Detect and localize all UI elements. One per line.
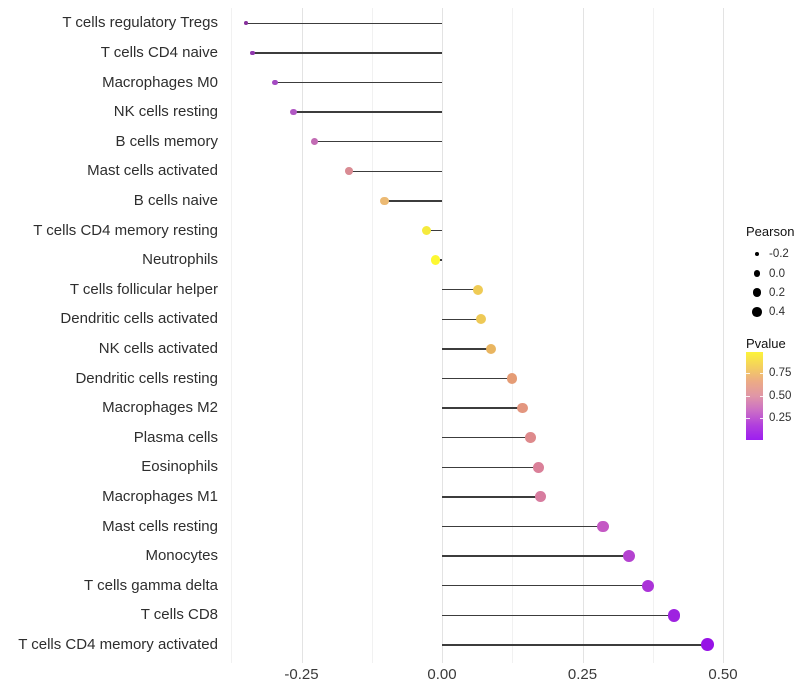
pearson-legend-dot (752, 307, 762, 317)
pvalue-legend-label: 0.50 (769, 389, 792, 402)
colorbar-tick (746, 395, 750, 397)
x-tick-label: -0.25 (284, 666, 319, 683)
x-tick-label: 0.00 (427, 666, 457, 683)
gridline-major (723, 8, 724, 663)
pearson-legend-dot (753, 270, 761, 277)
lollipop-stick (252, 52, 442, 54)
gridline-major (582, 8, 584, 663)
category-label: NK cells activated (98, 339, 218, 357)
lollipop-stick (442, 437, 531, 439)
pearson-legend-label: 0.4 (769, 306, 785, 318)
lollipop-stick (293, 111, 442, 113)
colorbar-tick (746, 372, 750, 374)
category-label: Mast cells activated (87, 162, 218, 180)
category-label: Dendritic cells activated (60, 310, 218, 328)
data-point (290, 108, 297, 116)
data-point (534, 491, 546, 503)
data-point (641, 579, 654, 592)
data-point (476, 314, 487, 325)
lollipop-stick (275, 81, 442, 84)
category-label: B cells naive (133, 191, 218, 209)
data-point (596, 520, 609, 533)
data-point (250, 50, 255, 56)
x-tick-label: 0.25 (567, 666, 598, 683)
category-label: Macrophages M1 (102, 487, 218, 505)
lollipop-stick (348, 170, 442, 172)
lollipop-stick (442, 318, 482, 320)
category-label: T cells CD4 memory resting (33, 221, 218, 239)
x-tick-label: 0.50 (708, 666, 738, 683)
lollipop-stick (442, 644, 708, 646)
pvalue-legend-label: 0.75 (769, 366, 792, 379)
pearson-legend-label: -0.2 (769, 248, 789, 260)
pearson-legend-label: 0.0 (769, 267, 785, 280)
category-label: T cells CD4 naive (100, 43, 218, 61)
category-label: Plasma cells (133, 428, 218, 446)
data-point (524, 432, 536, 444)
colorbar-tick (746, 418, 750, 420)
pvalue-colorbar (746, 352, 763, 440)
data-point (344, 167, 353, 176)
category-label: T cells follicular helper (69, 280, 218, 298)
lollipop-stick (442, 348, 491, 350)
lollipop-stick (314, 141, 442, 143)
gridline-minor (371, 8, 373, 663)
data-point (430, 255, 440, 265)
data-point (622, 550, 635, 563)
category-label: Neutrophils (142, 251, 218, 269)
category-label: T cells regulatory Tregs (62, 14, 218, 32)
data-point (506, 373, 518, 384)
data-point (272, 79, 278, 86)
lollipop-stick (442, 496, 541, 498)
pearson-legend-dot (754, 251, 760, 257)
gridline-minor (512, 8, 514, 663)
colorbar-tick (759, 372, 764, 374)
category-label: B cells memory (115, 132, 218, 150)
lollipop-stick (442, 585, 648, 587)
category-label: Mast cells resting (102, 517, 218, 535)
category-label: Macrophages M2 (102, 399, 218, 417)
category-label: Macrophages M0 (102, 73, 218, 91)
lollipop-stick (442, 614, 675, 616)
gridline-major (442, 8, 443, 663)
category-label: T cells gamma delta (84, 576, 218, 594)
colorbar-tick (759, 418, 764, 420)
data-point (700, 638, 714, 652)
category-label: NK cells resting (113, 103, 218, 121)
category-label: T cells CD8 (140, 606, 218, 624)
data-point (472, 284, 483, 295)
lollipop-stick (442, 289, 478, 291)
pvalue-legend-label: 0.25 (769, 412, 792, 425)
pearson-legend-label: 0.2 (769, 286, 785, 299)
lollipop-stick (442, 555, 629, 557)
category-label: Monocytes (145, 547, 218, 565)
category-label: Dendritic cells resting (75, 369, 218, 387)
data-point (517, 402, 528, 414)
data-point (667, 609, 681, 622)
data-point (310, 138, 318, 146)
lollipop-stick (442, 466, 539, 468)
gridline-minor (231, 8, 233, 663)
colorbar-tick (759, 395, 764, 397)
lollipop-stick (384, 200, 442, 202)
pearson-legend-title: Pearson (746, 224, 795, 239)
pvalue-legend-title: Pvalue (746, 336, 786, 351)
gridline-major (301, 8, 303, 663)
data-point (422, 225, 432, 236)
lollipop-stick (245, 22, 442, 24)
lollipop-stick (426, 229, 442, 232)
lollipop-stick (442, 377, 513, 380)
data-point (532, 461, 544, 473)
data-point (485, 343, 496, 354)
category-label: Eosinophils (141, 458, 218, 476)
lollipop-stick (442, 407, 523, 409)
category-label: T cells CD4 memory activated (18, 635, 218, 653)
gridline-minor (652, 8, 654, 663)
data-point (380, 196, 389, 206)
pearson-legend-dot (752, 288, 762, 297)
lollipop-stick (442, 525, 603, 528)
data-point (243, 21, 248, 26)
